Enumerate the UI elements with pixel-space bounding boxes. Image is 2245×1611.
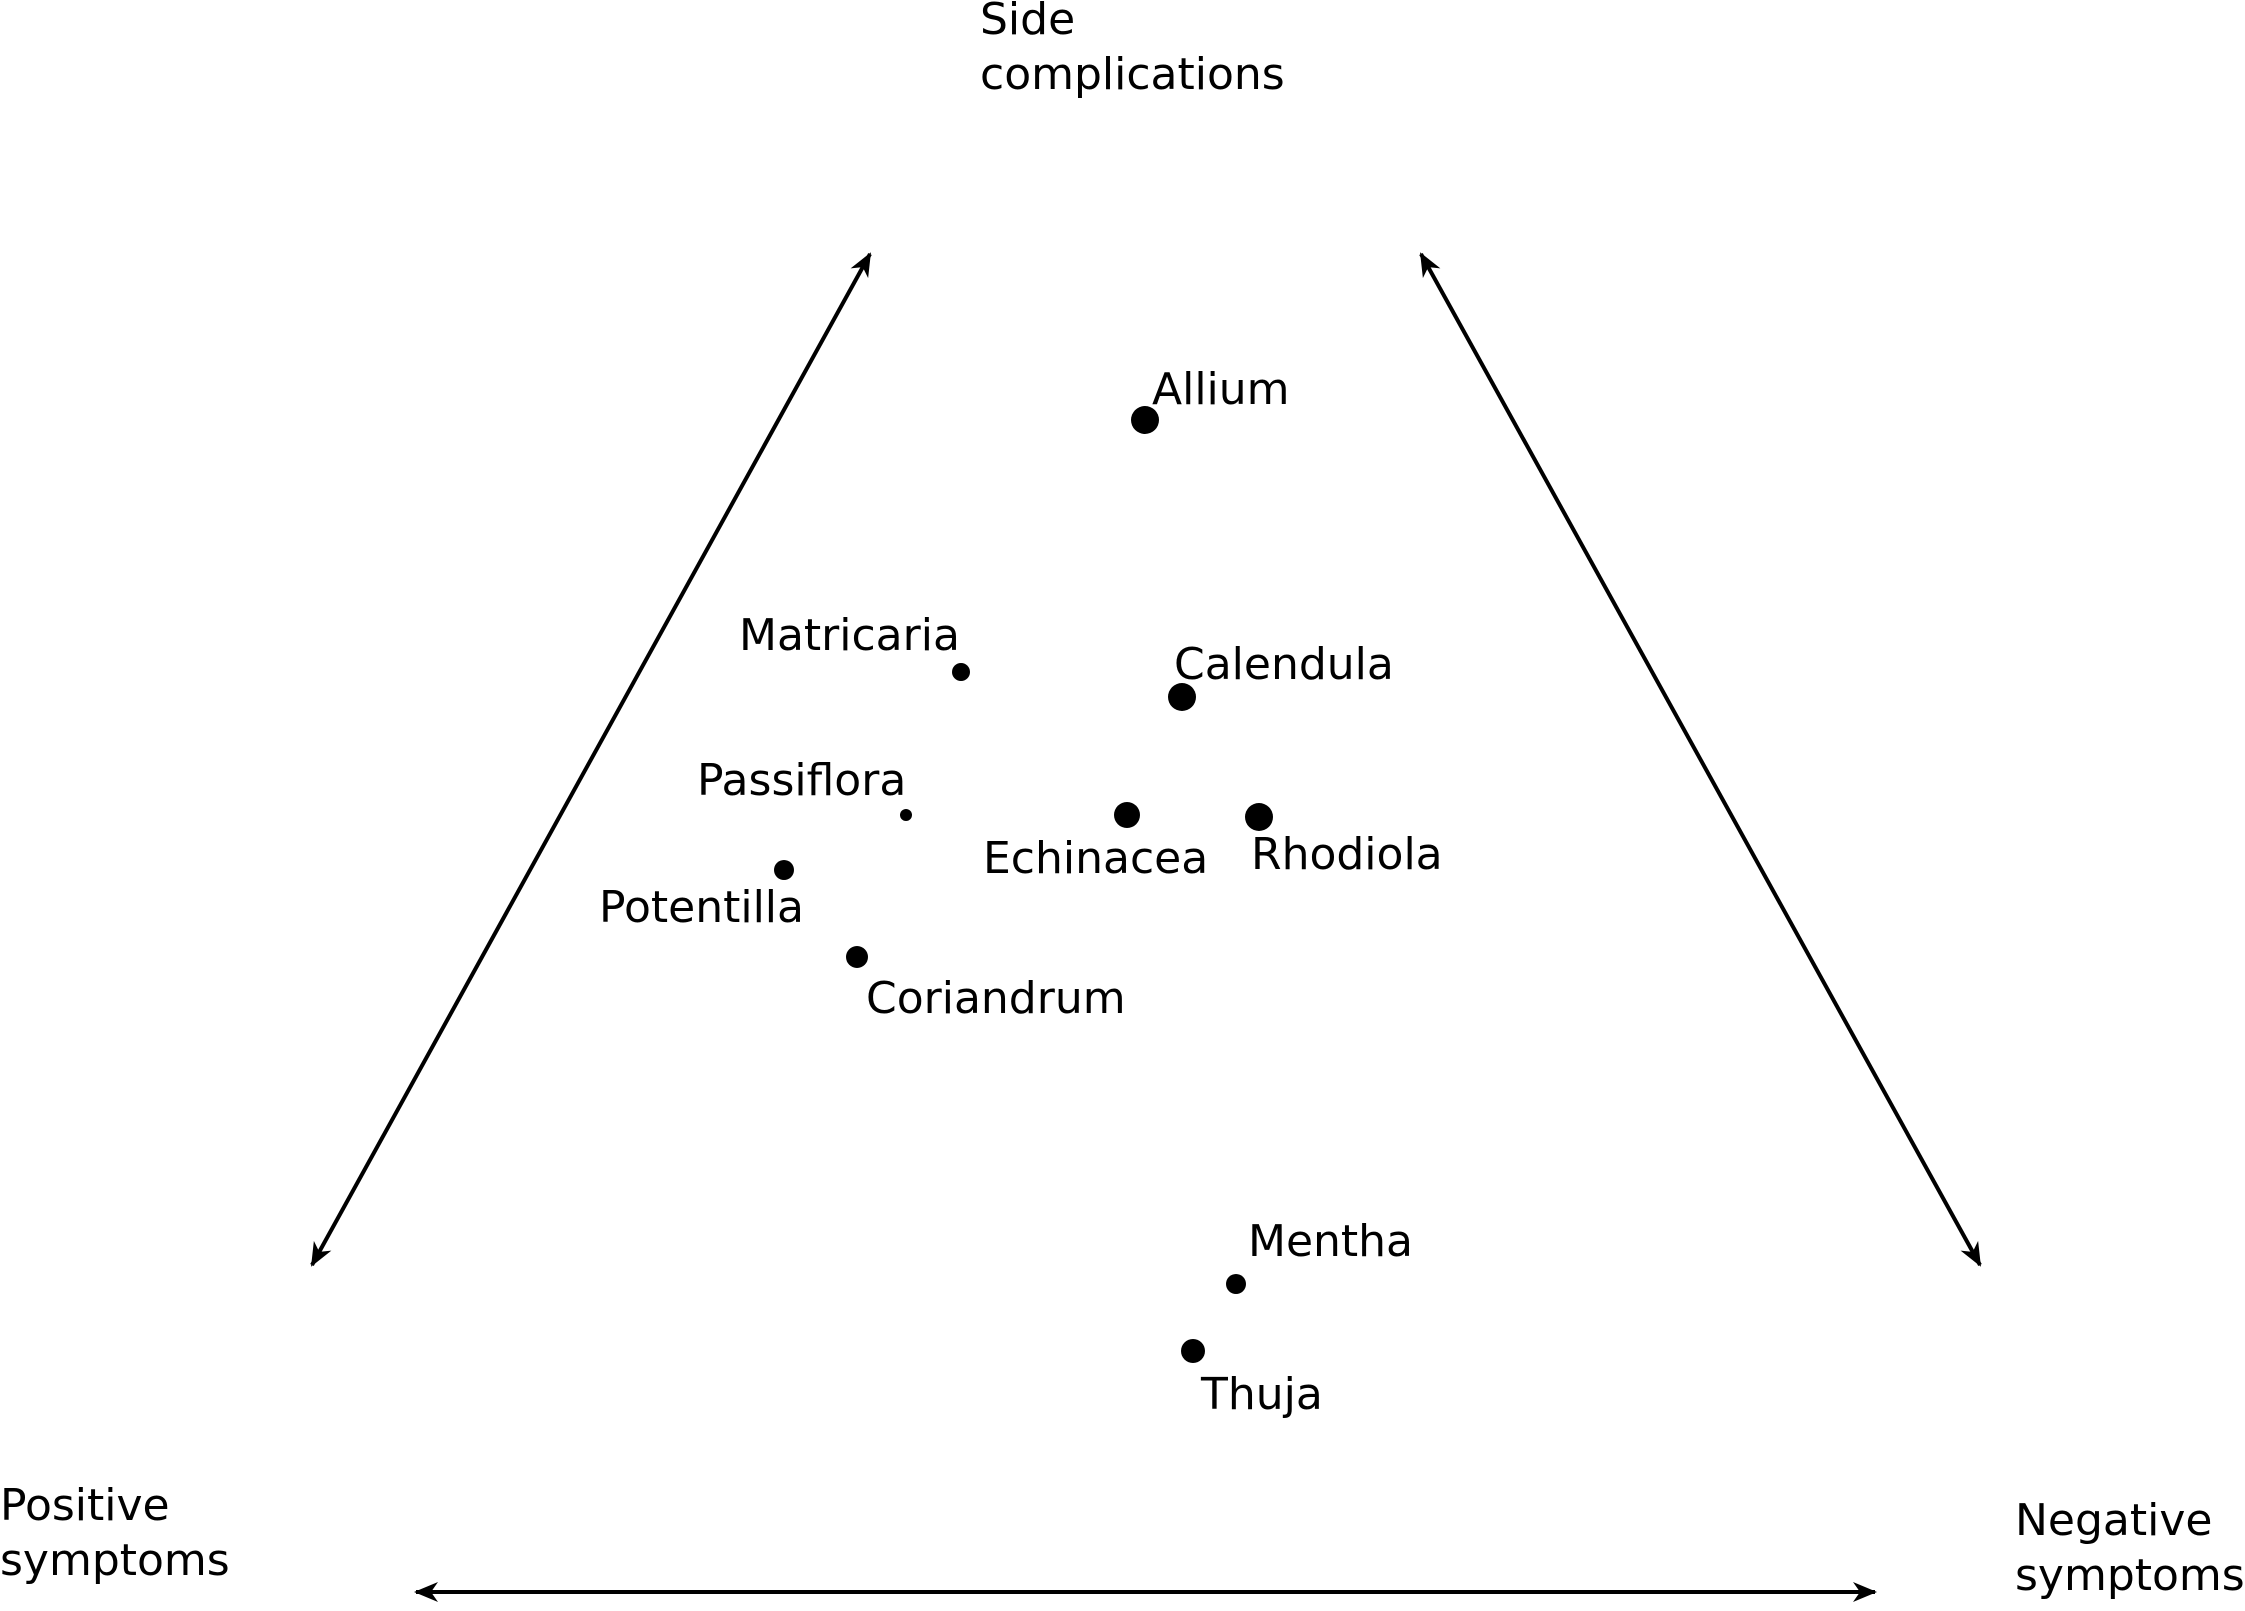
- label-calendula: Calendula: [1174, 639, 1394, 690]
- corner-label-bottom-right-line1: Negative: [2015, 1495, 2212, 1546]
- left-axis-arrow: [310, 252, 872, 1267]
- label-echinacea: Echinacea: [983, 833, 1208, 884]
- point-coriandrum: [846, 946, 868, 968]
- point-matricaria: [952, 663, 970, 681]
- right-axis-arrow: [1419, 252, 1982, 1267]
- label-allium: Allium: [1152, 364, 1290, 415]
- plant-markers: Allium Matricaria Calendula Passiflora E…: [599, 364, 1443, 1420]
- corner-label-top-line2: complications: [980, 49, 1285, 100]
- corner-label-top-line1: Side: [980, 0, 1075, 45]
- corner-label-bottom-left: Positive symptoms: [0, 1480, 230, 1586]
- point-passiflora: [900, 809, 912, 821]
- point-allium: [1131, 406, 1159, 434]
- point-potentilla: [774, 860, 794, 880]
- label-mentha: Mentha: [1248, 1216, 1413, 1267]
- label-rhodiola: Rhodiola: [1251, 829, 1443, 880]
- label-coriandrum: Coriandrum: [866, 973, 1126, 1024]
- label-matricaria: Matricaria: [739, 610, 960, 661]
- point-echinacea: [1114, 802, 1140, 828]
- corner-label-bottom-right: Negative symptoms: [2015, 1495, 2245, 1601]
- corner-label-bottom-left-line1: Positive: [0, 1480, 170, 1531]
- label-passiflora: Passiflora: [697, 755, 906, 806]
- label-thuja: Thuja: [1200, 1369, 1323, 1420]
- point-thuja: [1181, 1339, 1205, 1363]
- point-mentha: [1226, 1274, 1246, 1294]
- corner-label-bottom-right-line2: symptoms: [2015, 1550, 2245, 1601]
- corner-label-top: Side complications: [980, 0, 1285, 100]
- corner-label-bottom-left-line2: symptoms: [0, 1535, 230, 1586]
- point-rhodiola: [1245, 803, 1273, 831]
- point-calendula: [1168, 683, 1196, 711]
- label-potentilla: Potentilla: [599, 882, 804, 933]
